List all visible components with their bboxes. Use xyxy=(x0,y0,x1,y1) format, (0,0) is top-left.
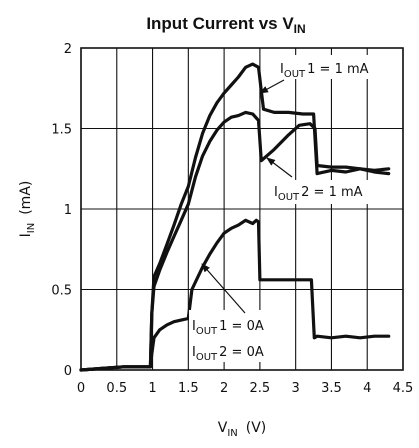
annotation-3-sub: OUT xyxy=(196,326,218,337)
y-tick-label: 1 xyxy=(64,203,72,218)
annotation-2-arrow xyxy=(266,157,293,178)
x-tick-label: 4.5 xyxy=(393,381,414,396)
annotation-2: IOUT 2 = 1 mA xyxy=(274,185,363,203)
y-axis-label-sub: IN xyxy=(26,223,37,233)
x-axis-label: VIN (V) xyxy=(218,420,267,439)
y-tick-label: 2 xyxy=(64,42,72,57)
annotation-3-arrow xyxy=(201,263,246,314)
series-line-2 xyxy=(79,110,391,372)
chart-title-main: Input Current vs V xyxy=(146,14,294,33)
y-tick-label: 1.5 xyxy=(51,123,72,138)
y-axis-label-unit: (mA) xyxy=(18,181,34,215)
y-tick-label: 0.5 xyxy=(51,284,72,299)
annotation-1-sub: OUT xyxy=(284,69,306,80)
annotation-4: IOUT 2 = 0A xyxy=(192,345,264,363)
x-axis-label-unit: (V) xyxy=(246,420,267,436)
plot-frame xyxy=(80,47,404,371)
annotation-3-main: I xyxy=(192,319,196,334)
y-axis-label-main: I xyxy=(18,233,34,237)
series-line-3 xyxy=(79,218,391,372)
annotation-1-main: I xyxy=(280,62,284,77)
annotation-4-rest: 2 = 0A xyxy=(219,345,264,360)
y-tick-labels: 0 0.5 1 1.5 2 xyxy=(51,42,72,379)
y-tick-label: 0 xyxy=(64,364,72,379)
annotation-4-sub: OUT xyxy=(196,352,218,363)
x-tick-label: 2 xyxy=(220,381,228,396)
annotation-4-main: I xyxy=(192,345,196,360)
annotation-1-box xyxy=(276,55,400,79)
annotation-3: IOUT 1 = 0A xyxy=(192,319,264,337)
x-axis-label-main: V xyxy=(218,420,228,436)
annotation-3-rest: 1 = 0A xyxy=(219,319,264,334)
chart-title-sub: IN xyxy=(294,22,306,36)
x-tick-label: 1 xyxy=(148,381,156,396)
x-tick-label: 2.5 xyxy=(250,381,271,396)
annotation-2-rest: 2 = 1 mA xyxy=(301,185,362,200)
annotation-3-box xyxy=(189,310,295,362)
x-tick-label: 4 xyxy=(363,381,371,396)
x-tick-label: 0.5 xyxy=(106,381,127,396)
x-tick-labels: 0 0.5 1 1.5 2 2.5 3 3.5 4 4.5 xyxy=(77,381,413,396)
y-axis-label: IIN (mA) xyxy=(18,181,37,238)
series-group xyxy=(79,62,391,372)
annotation-2-main: I xyxy=(274,185,278,200)
annotation-1-rest: 1 = 1 mA xyxy=(307,62,368,77)
annotation-1: IOUT 1 = 1 mA xyxy=(280,62,369,80)
x-tick-label: 0 xyxy=(77,381,85,396)
annotation-2-sub: OUT xyxy=(278,192,300,203)
x-axis-label-sub: IN xyxy=(227,428,237,439)
annotation-2-box xyxy=(271,180,399,204)
chart-title: Input Current vs VIN xyxy=(146,14,305,36)
annotation-1-arrow xyxy=(259,79,285,94)
x-tick-label: 1.5 xyxy=(178,381,199,396)
x-tick-label: 3.5 xyxy=(321,381,342,396)
x-tick-label: 3 xyxy=(292,381,300,396)
